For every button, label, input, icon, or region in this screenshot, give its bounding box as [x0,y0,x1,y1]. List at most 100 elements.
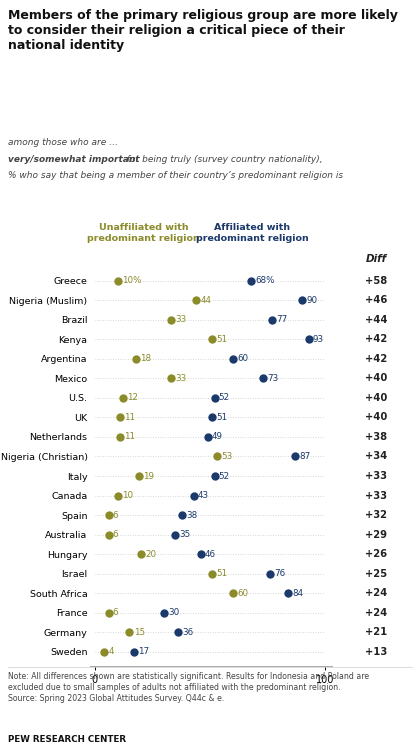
Text: 11: 11 [124,413,135,422]
Text: 35: 35 [179,530,191,539]
Text: 49: 49 [212,432,223,441]
Point [285,587,291,599]
Text: 12: 12 [127,393,138,402]
Text: 6: 6 [113,608,118,617]
Point [168,372,174,384]
Text: Members of the primary religious group are more likely
to consider their religio: Members of the primary religious group a… [8,9,398,52]
Text: very/somewhat important: very/somewhat important [8,155,140,164]
Text: 20: 20 [145,550,156,559]
Text: 18: 18 [140,354,152,363]
Text: 11: 11 [124,432,135,441]
Text: Affiliated with
predominant religion: Affiliated with predominant religion [196,223,308,244]
Text: +33: +33 [365,471,387,481]
Point [105,509,112,521]
Point [269,314,276,326]
Text: +42: +42 [365,353,387,364]
Point [105,607,112,619]
Point [135,470,142,482]
Text: +44: +44 [365,314,387,325]
Text: 17: 17 [138,647,149,656]
Text: 68%: 68% [255,276,275,285]
Point [260,372,266,384]
Text: 33: 33 [175,374,186,383]
Text: +24: +24 [365,608,387,618]
Point [133,353,140,365]
Text: 33: 33 [175,315,186,324]
Text: 19: 19 [143,472,154,481]
Text: +40: +40 [365,412,387,423]
Text: for being truly (survey country nationality),: for being truly (survey country national… [124,155,323,164]
Text: 46: 46 [205,550,216,559]
Point [193,294,199,306]
Text: 77: 77 [276,315,287,324]
Text: 51: 51 [216,335,228,344]
Point [172,529,179,541]
Point [117,411,123,423]
Text: +24: +24 [365,588,387,599]
Text: 15: 15 [134,628,144,637]
Point [299,294,305,306]
Point [209,411,215,423]
Point [115,490,121,502]
Text: among those who are …: among those who are … [8,138,118,147]
Text: 53: 53 [221,452,232,461]
Text: 52: 52 [219,472,230,481]
Point [168,314,174,326]
Text: 51: 51 [216,569,228,578]
Text: 76: 76 [274,569,285,578]
Point [209,568,215,580]
Text: +32: +32 [365,510,387,520]
Point [131,646,137,658]
Text: +40: +40 [365,373,387,384]
Text: 6: 6 [113,511,118,520]
Text: +25: +25 [365,569,387,579]
Text: 51: 51 [216,413,228,422]
Point [230,353,236,365]
Text: 93: 93 [313,335,324,344]
Text: +34: +34 [365,451,387,462]
Text: 43: 43 [198,491,209,500]
Text: PEW RESEARCH CENTER: PEW RESEARCH CENTER [8,735,126,744]
Point [211,392,218,404]
Point [211,470,218,482]
Text: 10: 10 [122,491,133,500]
Text: +26: +26 [365,549,387,559]
Text: 87: 87 [299,452,310,461]
Text: Unaffiliated with
predominant religion: Unaffiliated with predominant religion [87,223,200,244]
Text: +29: +29 [365,529,387,540]
Point [204,431,211,443]
Point [266,568,273,580]
Point [160,607,167,619]
Point [174,626,181,638]
Point [209,333,215,345]
Text: 73: 73 [267,374,278,383]
Text: +21: +21 [365,627,387,637]
Text: 38: 38 [186,511,198,520]
Text: Diff: Diff [365,254,386,264]
Point [190,490,197,502]
Text: +13: +13 [365,647,387,656]
Text: Note: All differences shown are statistically significant. Results for Indonesia: Note: All differences shown are statisti… [8,672,370,702]
Text: 6: 6 [113,530,118,539]
Text: 52: 52 [219,393,230,402]
Point [305,333,312,345]
Text: +46: +46 [365,296,387,305]
Point [248,274,255,287]
Text: 10%: 10% [122,276,142,285]
Text: +40: +40 [365,393,387,403]
Point [291,450,298,462]
Text: +38: +38 [365,432,387,442]
Point [230,587,236,599]
Point [179,509,186,521]
Point [101,646,108,658]
Point [105,529,112,541]
Text: 84: 84 [292,589,303,598]
Point [126,626,133,638]
Point [137,548,144,560]
Text: 44: 44 [200,296,211,305]
Text: 36: 36 [182,628,193,637]
Text: % who say that being a member of their country’s predominant religion is: % who say that being a member of their c… [8,171,344,180]
Text: +58: +58 [365,276,387,286]
Point [119,392,126,404]
Point [213,450,220,462]
